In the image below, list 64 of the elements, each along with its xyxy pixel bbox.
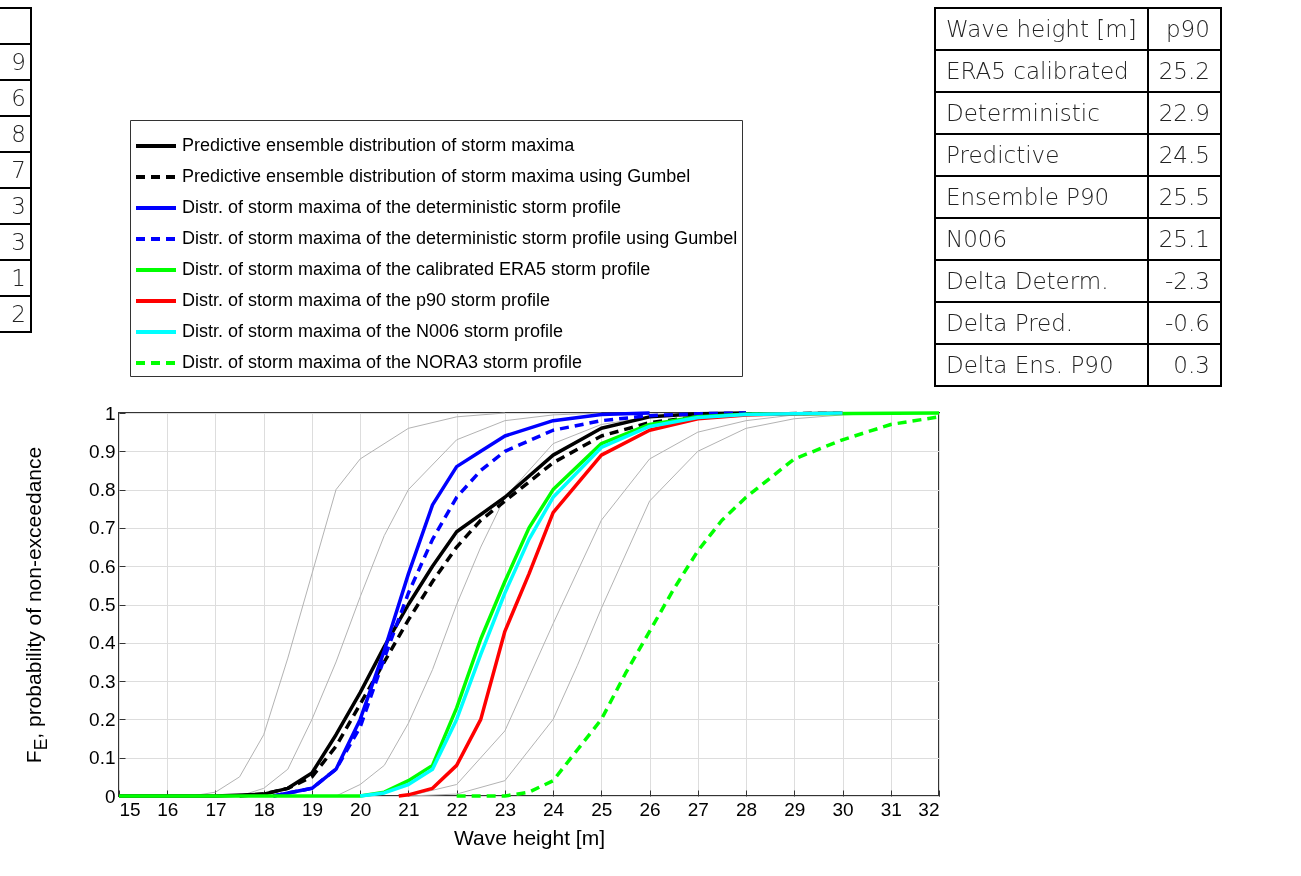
x-tick-label: 23 [494,798,516,820]
y-tick-label: 0 [104,785,116,807]
text: 3 [0,188,31,224]
x-tick-label: 19 [301,798,324,820]
x-tick-label: 24 [543,798,565,820]
text: 25.1 [1147,218,1221,260]
x-tick-label: 31 [880,798,902,820]
text: 22.9 [1147,92,1221,134]
legend-label: Distr. of storm maxima of the deterministic storm profile using Gumbel [182,228,738,248]
x-tick-label: 22 [446,798,468,820]
y-tick-label: 0.6 [89,555,116,577]
text: N006 [935,218,1148,260]
legend-label: Predictive ensemble distribution of storm maxima using Gumbel [182,166,691,186]
text: 6 [0,80,31,116]
text: Delta Pred. [935,302,1148,344]
legend-label: Predictive ensemble distribution of storm maxima [182,135,576,155]
text: -2.3 [1147,260,1221,302]
text: 9 [0,44,31,80]
x-tick-label: 25 [591,798,613,820]
x-tick-label: 20 [350,798,372,820]
text: 1 [0,260,31,296]
text: 24.5 [1147,134,1221,176]
legend-label: Distr. of storm maxima of the N006 storm profile [182,321,564,341]
text: Wave height [m] [935,8,1148,50]
x-tick-label: 28 [735,798,758,820]
x-tick-label: 32 [918,798,940,820]
legend-label: Distr. of storm maxima of the calibrated ERA5 storm profile [182,259,651,279]
x-tick-label: 30 [832,798,854,820]
text: 3 [0,224,31,260]
text: 0.3 [1147,344,1221,386]
y-tick-label: 0.9 [89,440,116,462]
x-tick-label: 18 [253,798,275,820]
text: 25.5 [1147,176,1221,218]
text: 25.2 [1147,50,1221,92]
y-tick-label: 0.3 [89,670,116,692]
text: 7 [0,152,31,188]
x-tick-label: 15 [119,798,141,820]
text: -0.6 [1147,302,1221,344]
y-tick-label: 0.1 [89,747,116,769]
x-tick-label: 17 [205,798,227,820]
legend-label: Distr. of storm maxima of the p90 storm profile [182,290,551,310]
text: Predictive [935,134,1148,176]
y-tick-label: 0.8 [89,479,116,501]
text: p90 [1147,8,1221,50]
x-tick-label: 29 [784,798,806,820]
text: 8 [0,116,31,152]
text: ERA5 calibrated [935,50,1148,92]
legend-label: Distr. of storm maxima of the NORA3 storm profile [182,352,583,372]
text: Ensemble P90 [935,176,1148,218]
x-tick-label: 21 [398,798,420,820]
y-tick-label: 0.5 [89,594,116,615]
text: Delta Ens. P90 [935,344,1148,386]
y-tick-label: 0.2 [89,708,116,730]
y-tick-label: 0.7 [89,517,116,539]
legend-label: Distr. of storm maxima of the deterministic storm profile [182,197,622,217]
text: Delta Determ. [935,260,1148,302]
x-tick-label: 27 [687,798,709,820]
x-tick-label: 16 [157,798,179,820]
text: 2 [0,296,31,332]
y-tick-label: 1 [104,402,116,424]
text: Deterministic [935,92,1148,134]
y-tick-label: 0.4 [89,632,116,654]
x-axis-title: Wave height [m] [454,825,605,849]
x-tick-label: 26 [639,798,661,820]
